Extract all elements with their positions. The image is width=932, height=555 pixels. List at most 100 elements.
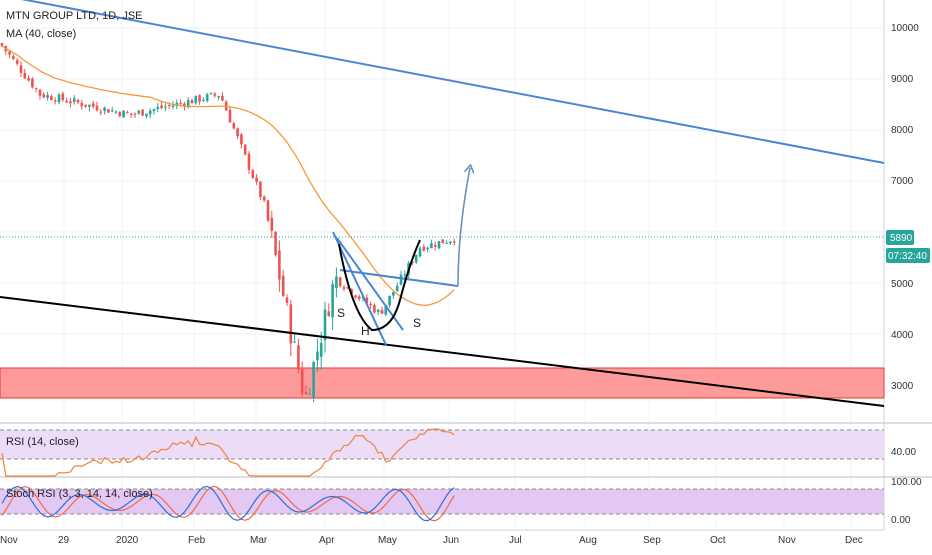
candle-body [338, 277, 342, 287]
stoch-pane: Stoch RSI (3, 3, 14, 14, close) 100.00 0… [0, 477, 922, 526]
candle-body [213, 93, 217, 96]
candle-body [95, 105, 99, 111]
candle-body [110, 110, 114, 112]
stoch-k-line [1, 485, 455, 522]
candle-body [46, 95, 49, 98]
pattern-drawing[interactable]: S H S [332, 168, 470, 346]
ma-legend[interactable]: MA (40, close) [6, 28, 76, 40]
candle-body [171, 105, 175, 107]
candle-body [388, 295, 391, 306]
price-tick: 4000 [891, 330, 914, 341]
candle-body [198, 95, 201, 102]
candle-body [403, 274, 407, 276]
candle-body [240, 134, 243, 145]
candle-body [205, 94, 209, 101]
candle-body [392, 291, 395, 296]
candle-body [15, 60, 19, 64]
candle-body [342, 287, 346, 289]
last-price-badge [886, 230, 914, 245]
candle-body [164, 106, 167, 108]
candle-body [156, 106, 160, 110]
candle-body [411, 261, 414, 263]
right-shoulder-label: S [413, 316, 421, 330]
candle-body [72, 98, 76, 102]
rsi-tick: 40.00 [891, 447, 916, 458]
rsi-legend[interactable]: RSI (14, close) [6, 436, 79, 448]
candle-body [103, 107, 106, 111]
time-axis[interactable]: Nov 29 2020 Feb Mar Apr May Jun Jul Aug … [0, 535, 863, 546]
candle-body [365, 297, 369, 304]
candle-body [236, 128, 239, 137]
candle-body [452, 241, 456, 243]
price-tick: 8000 [891, 125, 914, 136]
candle-body [449, 241, 452, 243]
black-support-trendline[interactable] [0, 296, 885, 407]
candle-body [270, 217, 274, 231]
candle-body [335, 276, 338, 289]
candle-body [19, 65, 23, 73]
candle-body [327, 311, 331, 316]
candle-body [8, 51, 11, 55]
candlestick-series [0, 42, 456, 403]
candle-body [99, 111, 103, 113]
countdown-badge [886, 248, 930, 263]
projection-arrow [457, 168, 470, 287]
candle-body [319, 343, 323, 357]
candle-body [183, 103, 186, 107]
candle-body [118, 112, 122, 117]
candle-body [167, 104, 171, 106]
price-axis[interactable]: 10000 9000 8000 7000 5000 4000 3000 5890… [886, 23, 930, 392]
time-tick: 29 [58, 535, 70, 546]
candle-body [380, 309, 384, 314]
candle-body [357, 296, 361, 299]
countdown-label: 07:32:40 [888, 251, 927, 262]
candle-body [422, 246, 426, 251]
candle-body [179, 102, 182, 104]
candle-body [441, 239, 445, 244]
candle-body [369, 303, 372, 306]
stoch-legend[interactable]: Stoch RSI (3, 3, 14, 14, close) [6, 488, 153, 500]
candle-body [414, 254, 418, 263]
time-tick: Jul [509, 535, 522, 546]
candle-body [137, 110, 141, 114]
candle-body [65, 100, 68, 103]
rsi-band [0, 430, 884, 459]
flag-upper-line [336, 237, 404, 331]
time-tick: Jun [443, 535, 459, 546]
candle-body [266, 200, 270, 221]
symbol-legend[interactable]: MTN GROUP LTD, 1D, JSE [6, 10, 143, 22]
price-tick: 3000 [891, 381, 914, 392]
blue-resistance-trendline[interactable] [0, 0, 885, 164]
candle-body [289, 304, 293, 344]
time-tick: Apr [319, 535, 335, 546]
candle-body [418, 248, 422, 257]
rsi-pane: RSI (14, close) 40.00 [0, 428, 916, 477]
candle-body [247, 153, 251, 170]
candle-body [69, 101, 72, 104]
candle-body [141, 109, 144, 116]
last-price-label: 5890 [890, 233, 913, 244]
candle-body [281, 275, 285, 297]
candle-body [186, 100, 190, 108]
candle-body [160, 105, 163, 108]
candle-body [34, 88, 38, 90]
support-zone [0, 367, 885, 399]
candle-body [228, 109, 232, 123]
plot-background [0, 0, 884, 550]
candle-body [433, 244, 437, 247]
candle-body [42, 94, 46, 98]
candle-body [221, 95, 224, 101]
candle-body [426, 247, 429, 250]
candle-body [107, 109, 110, 113]
candle-body [251, 170, 255, 179]
candle-body [430, 243, 433, 248]
rsi-line [1, 428, 455, 477]
time-tick: Aug [579, 535, 597, 546]
price-tick: 7000 [891, 176, 914, 187]
candle-body [316, 351, 319, 361]
candle-body [304, 391, 308, 394]
candle-body [122, 110, 125, 118]
candle-body [297, 345, 300, 370]
